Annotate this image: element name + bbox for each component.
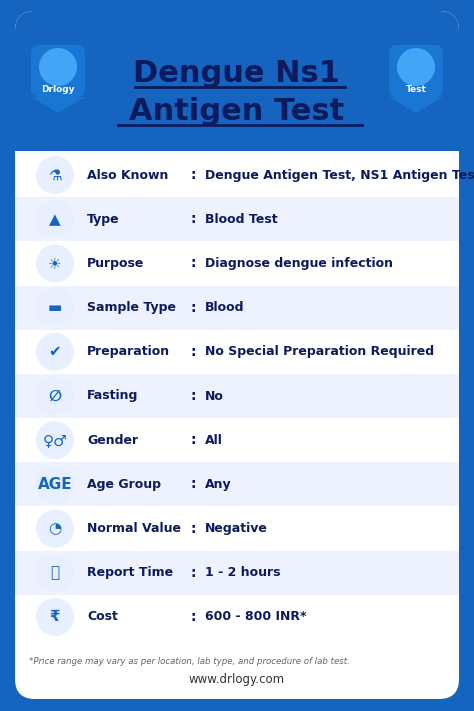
Circle shape (36, 554, 74, 592)
FancyBboxPatch shape (389, 45, 443, 97)
Text: Gender: Gender (87, 434, 138, 447)
Text: Report Time: Report Time (87, 566, 173, 579)
Text: :: : (190, 477, 196, 491)
Text: Dengue Ns1: Dengue Ns1 (134, 58, 340, 87)
Circle shape (36, 421, 74, 459)
Text: AGE: AGE (38, 477, 73, 492)
Text: ▬: ▬ (48, 300, 62, 315)
Text: Antigen Test: Antigen Test (129, 97, 345, 126)
Text: :: : (190, 566, 196, 579)
Circle shape (36, 377, 74, 415)
Text: Purpose: Purpose (87, 257, 145, 270)
FancyBboxPatch shape (15, 11, 459, 151)
Circle shape (36, 201, 74, 238)
Circle shape (36, 466, 74, 503)
Text: :: : (190, 433, 196, 447)
Text: ♀♂: ♀♂ (43, 433, 67, 448)
Bar (15, 550, 459, 595)
Text: Normal Value: Normal Value (87, 522, 181, 535)
Text: Cost: Cost (87, 611, 118, 624)
Text: :: : (190, 345, 196, 359)
Bar (15, 374, 459, 418)
Text: 1 - 2 hours: 1 - 2 hours (205, 566, 281, 579)
Bar (15, 286, 459, 330)
Text: :: : (190, 522, 196, 535)
Circle shape (36, 510, 74, 547)
Text: Type: Type (87, 213, 119, 226)
Text: Diagnose dengue infection: Diagnose dengue infection (205, 257, 393, 270)
Text: ◔: ◔ (48, 521, 62, 536)
Text: ⚗: ⚗ (48, 168, 62, 183)
Text: Test: Test (406, 85, 427, 95)
Polygon shape (389, 97, 443, 113)
Circle shape (397, 48, 435, 86)
Bar (15, 197, 459, 241)
Circle shape (36, 598, 74, 636)
Text: Age Group: Age Group (87, 478, 161, 491)
Text: ☀: ☀ (48, 256, 62, 271)
Text: Drlogy: Drlogy (41, 85, 75, 95)
Text: Negative: Negative (205, 522, 268, 535)
Text: :: : (190, 301, 196, 315)
Text: ▲: ▲ (49, 212, 61, 227)
Text: :: : (190, 610, 196, 624)
Text: Any: Any (205, 478, 232, 491)
Text: Blood Test: Blood Test (205, 213, 278, 226)
Text: ✔: ✔ (49, 344, 61, 359)
FancyBboxPatch shape (15, 11, 459, 699)
Circle shape (36, 333, 74, 371)
Circle shape (39, 48, 77, 86)
Text: *Price range may vary as per location, lab type, and procedure of lab test.: *Price range may vary as per location, l… (29, 656, 350, 665)
Circle shape (36, 156, 74, 194)
Text: All: All (205, 434, 223, 447)
Text: No Special Preparation Required: No Special Preparation Required (205, 346, 434, 358)
Text: Fasting: Fasting (87, 390, 138, 402)
Bar (15, 81, 459, 151)
Text: :: : (190, 213, 196, 226)
Text: ₹: ₹ (50, 609, 60, 624)
Text: 600 - 800 INR*: 600 - 800 INR* (205, 611, 307, 624)
Bar (15, 462, 459, 506)
Text: Preparation: Preparation (87, 346, 170, 358)
Text: ∅: ∅ (48, 388, 62, 404)
Text: ⧗: ⧗ (50, 565, 60, 580)
Text: Also Known: Also Known (87, 169, 168, 181)
Text: Sample Type: Sample Type (87, 301, 176, 314)
Polygon shape (31, 97, 85, 113)
Text: No: No (205, 390, 224, 402)
Text: :: : (190, 257, 196, 270)
Text: www.drlogy.com: www.drlogy.com (189, 673, 285, 685)
FancyBboxPatch shape (31, 45, 85, 97)
Text: :: : (190, 168, 196, 182)
Circle shape (36, 245, 74, 282)
Text: Blood: Blood (205, 301, 245, 314)
Circle shape (36, 289, 74, 326)
Text: :: : (190, 389, 196, 403)
Text: Dengue Antigen Test, NS1 Antigen Test: Dengue Antigen Test, NS1 Antigen Test (205, 169, 474, 181)
